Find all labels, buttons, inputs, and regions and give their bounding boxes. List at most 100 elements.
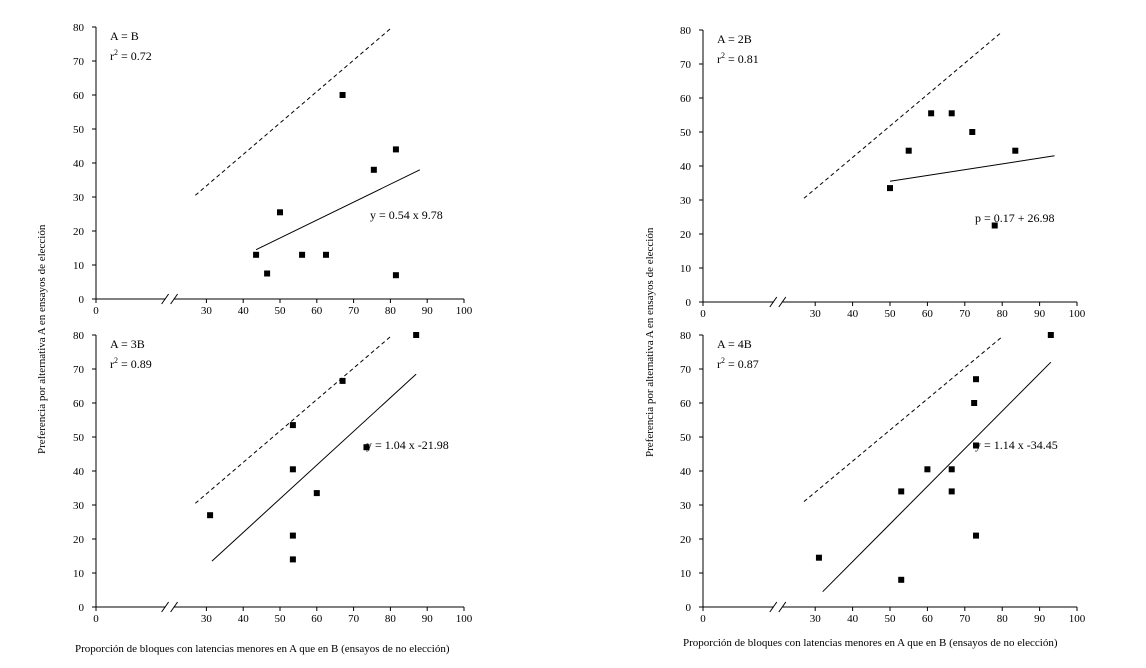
y-tick-label: 20 bbox=[73, 226, 85, 238]
r-squared-label: r2 = 0.72 bbox=[110, 48, 152, 63]
data-point bbox=[969, 129, 976, 135]
diagonal-reference-line bbox=[195, 336, 391, 504]
y-tick-label: 50 bbox=[680, 127, 692, 139]
data-point bbox=[289, 422, 296, 429]
data-point bbox=[323, 251, 329, 258]
data-point bbox=[924, 466, 931, 473]
x-tick-label: 50 bbox=[885, 613, 897, 625]
y-tick-label: 50 bbox=[73, 432, 85, 444]
y-tick-label: 10 bbox=[73, 260, 85, 272]
panel-top-right: 0 10 20 30 40 50 60 70 80 0 30 40 50 60 70 80 90 100 A = 2… bbox=[680, 25, 1086, 320]
axis-break-mark bbox=[769, 296, 778, 308]
x-tick-label: 90 bbox=[1034, 308, 1046, 320]
x-tick-label: 70 bbox=[959, 308, 971, 320]
data-point bbox=[815, 554, 822, 561]
x-tick-label: 40 bbox=[238, 305, 250, 317]
panel-title: A = 3B bbox=[110, 337, 145, 351]
data-point bbox=[264, 270, 271, 277]
regression-line bbox=[211, 373, 417, 562]
x-tick-label: 80 bbox=[385, 613, 397, 625]
x-axis-label-left: Proporción de bloques con latencias meno… bbox=[75, 643, 450, 655]
regression-line bbox=[822, 361, 1052, 593]
y-tick-label: 60 bbox=[73, 90, 85, 102]
y-tick-label: 70 bbox=[73, 56, 85, 68]
data-point bbox=[905, 147, 912, 154]
y-tick-label: 10 bbox=[73, 568, 85, 580]
y-tick-label: 0 bbox=[79, 602, 85, 614]
data-point bbox=[948, 110, 955, 117]
axis-break-mark bbox=[161, 601, 170, 613]
x-tick-label: 90 bbox=[1034, 613, 1046, 625]
x-tick-label: 80 bbox=[997, 308, 1009, 320]
y-tick-label: 50 bbox=[73, 124, 85, 136]
x-tick-label: 40 bbox=[847, 613, 859, 625]
x-tick-label: 70 bbox=[959, 613, 971, 625]
y-tick-label: 0 bbox=[686, 297, 692, 309]
regression-line bbox=[889, 155, 1055, 182]
r-squared-label: r2 = 0.89 bbox=[110, 356, 152, 371]
data-point bbox=[207, 512, 214, 519]
x-tick-label: 50 bbox=[885, 308, 897, 320]
y-axis-label-right: Preferencia por alternativa A en ensayos… bbox=[644, 227, 656, 457]
x-tick-label: 30 bbox=[810, 308, 822, 320]
y-tick-label: 0 bbox=[79, 294, 85, 306]
y-tick-label: 60 bbox=[680, 398, 692, 410]
x-tick-label: 0 bbox=[93, 305, 99, 317]
x-tick-label: 0 bbox=[700, 308, 706, 320]
data-point bbox=[973, 442, 980, 449]
x-tick-label: 100 bbox=[456, 305, 473, 317]
y-tick-label: 40 bbox=[73, 466, 85, 478]
x-tick-label: 70 bbox=[348, 305, 360, 317]
data-point bbox=[928, 110, 935, 117]
data-point bbox=[898, 576, 905, 583]
data-point bbox=[289, 466, 296, 473]
data-point bbox=[289, 532, 296, 539]
y-tick-label: 70 bbox=[73, 364, 85, 376]
y-tick-label: 80 bbox=[680, 25, 692, 37]
x-tick-label: 30 bbox=[201, 613, 213, 625]
x-tick-label: 50 bbox=[275, 613, 287, 625]
data-point bbox=[370, 166, 377, 173]
y-tick-label: 30 bbox=[73, 500, 85, 512]
data-point bbox=[363, 444, 370, 451]
data-point bbox=[413, 332, 420, 338]
axis-break-mark bbox=[778, 601, 787, 613]
x-tick-label: 0 bbox=[93, 613, 99, 625]
regression-equation: y = 1.04 x -21.98 bbox=[366, 438, 449, 452]
y-tick-label: 30 bbox=[680, 195, 692, 207]
y-tick-label: 70 bbox=[680, 59, 692, 71]
x-tick-label: 90 bbox=[422, 305, 434, 317]
data-point bbox=[973, 376, 980, 383]
data-point bbox=[339, 92, 346, 98]
r-squared-label: r2 = 0.87 bbox=[717, 356, 759, 371]
data-point bbox=[289, 556, 296, 563]
x-tick-label: 30 bbox=[810, 613, 822, 625]
y-tick-label: 80 bbox=[73, 22, 85, 34]
y-tick-label: 60 bbox=[680, 93, 692, 105]
axis-break-mark bbox=[778, 296, 787, 308]
data-point bbox=[253, 251, 260, 258]
regression-equation: y = 1.14 x -34.45 bbox=[975, 438, 1058, 452]
x-tick-label: 90 bbox=[422, 613, 434, 625]
y-tick-label: 40 bbox=[680, 161, 692, 173]
data-point bbox=[991, 222, 998, 229]
axis-break-mark bbox=[161, 293, 170, 305]
y-tick-label: 20 bbox=[73, 534, 85, 546]
r-squared-label: r2 = 0.81 bbox=[717, 51, 759, 66]
panel-title: A = 4B bbox=[717, 337, 752, 351]
y-tick-label: 60 bbox=[73, 398, 85, 410]
data-point bbox=[1012, 147, 1019, 154]
data-point bbox=[1047, 332, 1054, 338]
data-point bbox=[887, 185, 893, 192]
data-point bbox=[971, 400, 978, 406]
y-tick-label: 80 bbox=[680, 330, 692, 342]
y-tick-label: 70 bbox=[680, 364, 692, 376]
diagonal-reference-line bbox=[803, 336, 1003, 502]
x-tick-label: 60 bbox=[311, 613, 323, 625]
x-tick-label: 70 bbox=[348, 613, 360, 625]
y-tick-label: 10 bbox=[680, 263, 692, 275]
panel-top-left: 0 10 20 30 40 50 60 70 80 0 30 40 50 60 70 80 90 100 A = B… bbox=[73, 22, 473, 317]
x-tick-label: 80 bbox=[997, 613, 1009, 625]
x-tick-label: 60 bbox=[922, 613, 934, 625]
